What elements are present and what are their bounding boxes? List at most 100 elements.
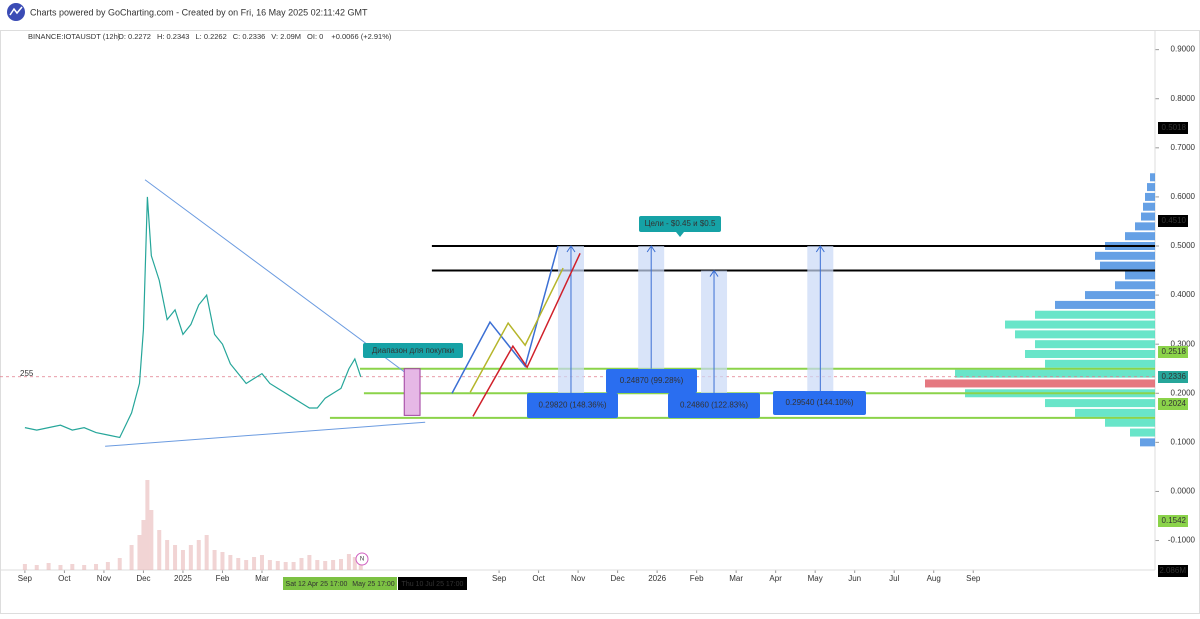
profile-bar xyxy=(1150,173,1155,182)
x-tick-label: Feb xyxy=(690,574,704,583)
profile-bar xyxy=(1005,320,1155,329)
profile-bar xyxy=(1035,310,1155,319)
volume-bar xyxy=(173,545,178,570)
trendline xyxy=(105,421,426,447)
volume-bar xyxy=(259,555,264,570)
ohlc-value: L: 0.2262 xyxy=(195,32,226,41)
x-tick-label: Nov xyxy=(571,574,585,583)
profile-bar xyxy=(1015,330,1155,339)
price-line xyxy=(24,196,362,439)
buy-zone xyxy=(403,368,421,416)
target-box xyxy=(527,393,618,418)
logo-mark xyxy=(9,6,23,16)
projection xyxy=(469,267,564,393)
header-title: Charts powered by GoCharting.com - Creat… xyxy=(30,7,368,17)
volume-bar xyxy=(291,562,296,570)
volume-bar xyxy=(315,560,320,570)
goal-label: Цели - $0.45 и $0.5 xyxy=(645,219,716,228)
target-box xyxy=(668,393,760,418)
buy-zone-label: Диапазон для покупки xyxy=(372,346,454,355)
volume-bar xyxy=(228,555,233,570)
axis-badge xyxy=(1158,215,1188,227)
change: +0.0066 (+2.91%) xyxy=(331,32,392,41)
volume-bar xyxy=(220,552,225,570)
profile-bar xyxy=(1045,359,1155,368)
projection xyxy=(472,253,581,417)
axis-badge-label: 0.1542 xyxy=(1162,516,1187,525)
x-tick-label: Dec xyxy=(136,574,150,583)
axis-badge xyxy=(1158,398,1188,410)
target-box xyxy=(773,391,866,415)
volume-bar xyxy=(331,560,336,570)
axis-badge-label: 0.2518 xyxy=(1162,347,1187,356)
volume-bar xyxy=(352,557,357,570)
ohlc-value: O: 0.2272 xyxy=(118,32,151,41)
y-tick-label: 0.0000 xyxy=(1171,487,1196,496)
axis-badge-label: 0.2336 xyxy=(1162,372,1187,381)
volume-bar xyxy=(70,564,75,570)
target-label: 0.24860 (122.83%) xyxy=(680,401,748,410)
volume-bar xyxy=(157,530,162,570)
profile-bar xyxy=(1135,222,1155,231)
y-tick-label: 0.1000 xyxy=(1171,437,1196,446)
profile-bar xyxy=(1145,192,1155,201)
x-tick-label: Feb xyxy=(216,574,230,583)
left-label: 255 xyxy=(20,369,34,378)
volume-bar xyxy=(149,510,154,570)
x-tick-label: Sep xyxy=(18,574,33,583)
profile-bar xyxy=(1095,251,1155,260)
volume-bar xyxy=(34,565,39,570)
profile-bar xyxy=(925,379,1155,388)
arrow-head xyxy=(646,245,656,253)
volume-bar xyxy=(358,561,363,570)
profile-bar xyxy=(1085,291,1155,300)
arrow-head xyxy=(566,245,576,253)
y-tick-label: 0.4000 xyxy=(1171,290,1196,299)
y-tick-label: 0.7000 xyxy=(1171,143,1196,152)
volume-bar xyxy=(145,480,150,570)
ohlc-value: C: 0.2336 xyxy=(233,32,266,41)
y-tick-label: 0.5000 xyxy=(1171,241,1196,250)
x-tick-label: May xyxy=(808,574,823,583)
x-tick-label: Oct xyxy=(532,574,545,583)
x-tick-label: Sep xyxy=(492,574,507,583)
date-marker-label: Thu 10 Jul 25 17:00 xyxy=(402,581,464,588)
x-tick-label: Dec xyxy=(610,574,624,583)
volume-bar xyxy=(180,550,185,570)
axis-badge xyxy=(1158,122,1188,134)
x-tick-label: Oct xyxy=(58,574,71,583)
y-tick-label: -0.1000 xyxy=(1168,536,1196,545)
axis-badge-label: 0.5018 xyxy=(1162,123,1187,132)
profile-bar xyxy=(1125,232,1155,241)
event-marker-label: N xyxy=(360,557,364,563)
profile-bar xyxy=(1141,212,1155,221)
x-tick-label: Nov xyxy=(97,574,111,583)
ohlc-value: OI: 0 xyxy=(307,32,323,41)
buy-zone-box xyxy=(363,343,463,358)
volume-bar xyxy=(323,561,328,570)
profile-bar xyxy=(1055,300,1155,309)
x-tick-label: Apr xyxy=(769,574,782,583)
profile-bar xyxy=(1147,183,1155,192)
profile-bar xyxy=(1130,428,1155,437)
arrow-head xyxy=(709,269,719,277)
target-box xyxy=(606,369,697,393)
profile-bar xyxy=(1115,281,1155,290)
volume-bar xyxy=(244,560,249,570)
goal-box xyxy=(639,216,721,232)
profile-bar xyxy=(1045,399,1155,408)
profile-bar xyxy=(1035,340,1155,349)
ohlc-value: V: 2.09M xyxy=(271,32,301,41)
volume-bar xyxy=(46,563,51,570)
x-tick-label: Mar xyxy=(729,574,743,583)
date-marker-label: May 25 17:00 xyxy=(352,581,395,588)
y-tick-label: 0.2000 xyxy=(1171,388,1196,397)
profile-bar xyxy=(1075,408,1155,417)
date-marker-label: Sat 12 Apr 25 17:00 xyxy=(286,581,348,588)
profile-bar xyxy=(1105,418,1155,427)
volume-bar xyxy=(58,565,63,570)
axis-badge xyxy=(1158,371,1188,383)
volume-bar xyxy=(141,520,146,570)
profile-bar xyxy=(1143,202,1155,211)
projection xyxy=(451,245,559,394)
